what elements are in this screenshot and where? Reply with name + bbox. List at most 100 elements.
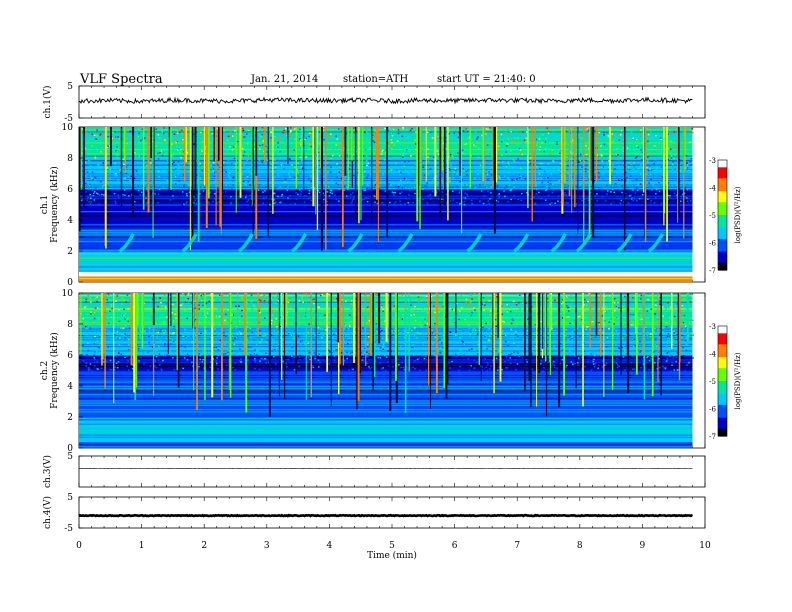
ch2-noise-pixel <box>456 355 458 357</box>
ch2-noise-pixel <box>115 353 117 355</box>
ch2-noise-pixel <box>655 304 657 307</box>
ch2-noise-pixel <box>516 323 518 326</box>
ch2-noise-pixel <box>85 305 88 307</box>
ch1-noise-pixel <box>672 161 675 163</box>
ch2-noise-pixel <box>484 330 486 332</box>
ch2-noise-pixel <box>413 354 415 356</box>
ch1-noise-pixel <box>201 169 203 172</box>
ch1-noise-pixel <box>584 168 587 170</box>
ch1-noise-pixel <box>628 161 631 164</box>
ch2-noise-pixel <box>264 366 266 368</box>
ch1-noise-pixel <box>154 189 157 192</box>
ch2-noise-pixel <box>449 367 451 369</box>
ch2-noise-pixel <box>592 297 594 300</box>
ch2-noise-pixel <box>209 366 211 368</box>
ch2-noise-pixel <box>508 310 510 312</box>
ch2-noise-pixel <box>309 351 312 354</box>
ch2-noise-pixel <box>456 328 458 331</box>
ch2-noise-pixel <box>127 360 129 362</box>
ch2-noise-pixel <box>470 314 473 317</box>
ch2-noise-pixel <box>265 362 267 364</box>
ch2-noise-pixel <box>263 335 265 337</box>
ch1-noise-pixel <box>179 151 181 154</box>
ch1-noise-pixel <box>487 179 489 181</box>
ch2-noise-pixel <box>304 348 306 351</box>
ch2-noise-pixel <box>650 341 653 344</box>
ch1-noise-pixel <box>526 191 528 194</box>
ch2-noise-pixel <box>672 357 675 359</box>
ch2-noise-pixel <box>273 330 275 332</box>
ch2-noise-pixel <box>119 337 121 339</box>
ch1-noise-pixel <box>96 129 98 131</box>
ch2-noise-pixel <box>424 318 426 321</box>
ch1-noise-pixel <box>481 134 484 137</box>
ch2-noise-pixel <box>106 298 108 301</box>
ch2-noise-pixel <box>676 352 679 354</box>
ch2-noise-pixel <box>226 311 229 313</box>
ch2-noise-pixel <box>264 295 267 298</box>
ch1-noise-pixel <box>625 169 627 171</box>
ch2-noise-pixel <box>223 355 225 357</box>
ch2-noise-pixel <box>129 353 132 355</box>
ch2-noise-pixel <box>263 300 266 302</box>
ch1-noise-pixel <box>202 140 204 143</box>
ch2-noise-pixel <box>543 335 545 337</box>
ch1-noise-pixel <box>327 172 329 174</box>
ch1-noise-pixel <box>350 182 353 184</box>
ch2-noise-pixel <box>566 296 568 298</box>
ch1-noise-pixel <box>564 192 566 194</box>
ch1-noise-pixel <box>229 128 232 130</box>
ch1-noise-pixel <box>470 140 472 143</box>
ch1-noise-pixel <box>114 200 116 203</box>
ch1-noise-pixel <box>305 150 308 152</box>
ch1-noise-pixel <box>211 133 214 135</box>
ch1-noise-pixel <box>398 170 401 173</box>
ch1-noise-pixel <box>518 147 521 150</box>
ch2-freq-line <box>79 423 693 425</box>
ch2-noise-pixel <box>576 314 578 317</box>
ch1-noise-pixel <box>457 140 459 143</box>
ch2-noise-pixel <box>471 328 474 331</box>
ch2-noise-pixel <box>264 358 266 360</box>
ch1-noise-pixel <box>449 200 452 202</box>
ch1-noise-pixel <box>91 145 93 147</box>
ch2-noise-pixel <box>431 329 434 331</box>
ch2-noise-pixel <box>241 297 243 299</box>
ch2-noise-pixel <box>299 343 302 345</box>
ch2-noise-pixel <box>187 297 190 300</box>
ch2-noise-pixel <box>199 354 202 357</box>
ch1-noise-pixel <box>448 155 450 157</box>
ch1-noise-pixel <box>669 148 672 150</box>
ch1-noise-pixel <box>496 185 499 187</box>
ch2-noise-pixel <box>580 305 583 308</box>
ch1-noise-pixel <box>632 137 634 139</box>
ch1-noise-pixel <box>429 168 432 170</box>
ch1-noise-pixel <box>234 158 237 161</box>
ch1-noise-pixel <box>174 183 177 185</box>
ch1-noise-pixel <box>348 184 351 187</box>
ch2-noise-pixel <box>345 328 348 330</box>
ch2-noise-pixel <box>426 312 429 314</box>
ch2-noise-pixel <box>366 322 368 324</box>
ch1-noise-pixel <box>626 147 629 149</box>
ch1-noise-pixel <box>97 203 100 205</box>
ch1-noise-pixel <box>186 170 189 172</box>
ch1-noise-pixel <box>247 199 250 201</box>
ch1-noise-pixel <box>567 151 570 153</box>
ch1-noise-pixel <box>175 141 178 144</box>
ch1-noise-pixel <box>521 167 523 169</box>
ch2-noise-pixel <box>238 333 241 335</box>
ch1-noise-pixel <box>274 195 277 197</box>
ch2-noise-pixel <box>676 304 678 306</box>
ch1-noise-pixel <box>589 191 592 194</box>
ch1-noise-pixel <box>602 173 604 176</box>
ch1-noise-pixel <box>202 190 205 192</box>
ch1-noise-pixel <box>111 131 114 134</box>
ch2-noise-pixel <box>639 351 641 353</box>
ch1-noise-pixel <box>600 153 603 156</box>
ch1-freq-line <box>79 208 693 210</box>
ch2-noise-pixel <box>159 297 162 299</box>
ch2-noise-pixel <box>382 346 384 348</box>
ch2-noise-pixel <box>91 310 94 313</box>
ch1-noise-pixel <box>498 130 500 133</box>
